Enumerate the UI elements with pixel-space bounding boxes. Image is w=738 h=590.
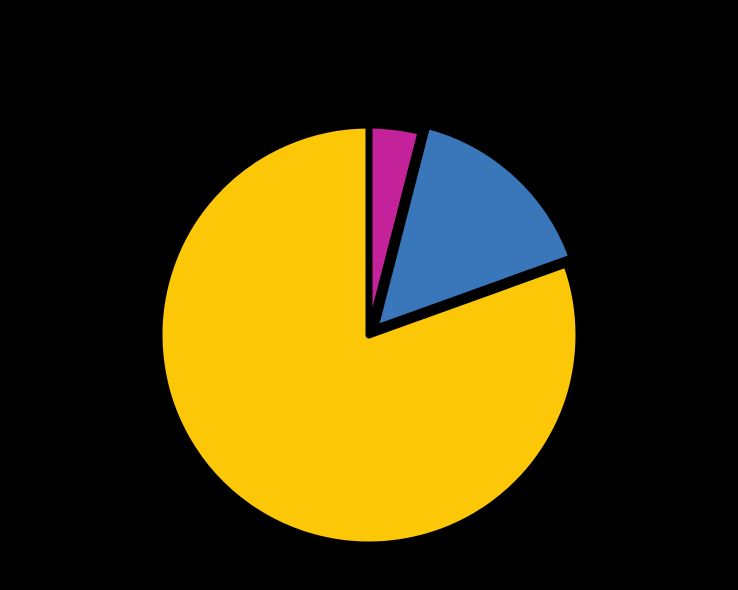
pie-chart-svg — [0, 0, 738, 590]
pie-chart — [0, 0, 738, 590]
